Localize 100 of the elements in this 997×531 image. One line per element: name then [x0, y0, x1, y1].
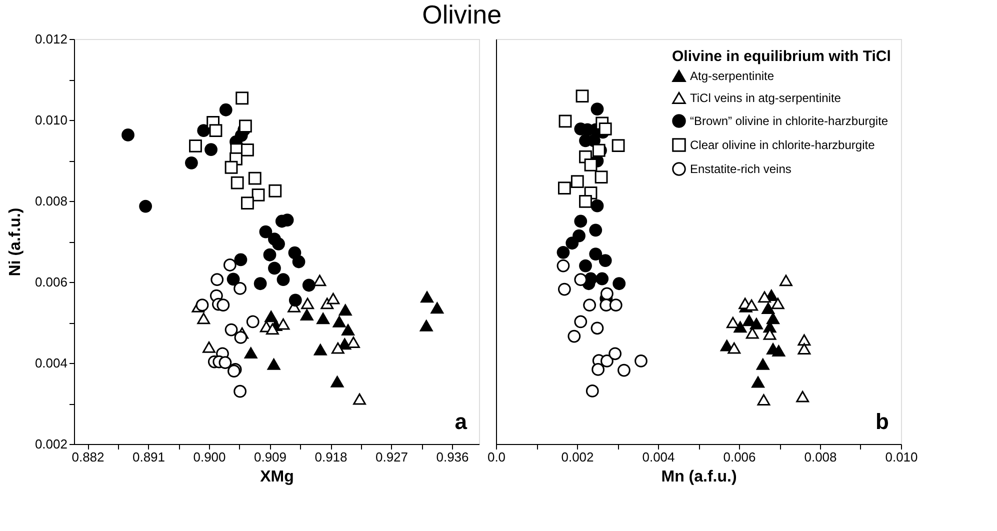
point: [590, 102, 604, 116]
point: [139, 200, 152, 213]
point: [239, 120, 252, 133]
point: [780, 274, 792, 286]
point: [330, 376, 344, 388]
x-tick-label: 0.882: [72, 450, 104, 464]
point: [592, 363, 605, 376]
point: [756, 358, 770, 370]
point: [589, 248, 602, 260]
point: [314, 344, 327, 356]
point: [612, 277, 626, 290]
point: [292, 255, 306, 268]
point: [241, 144, 254, 156]
point: [589, 224, 602, 237]
point: [276, 273, 290, 286]
point: [726, 316, 740, 328]
point: [347, 336, 360, 348]
point: [332, 316, 346, 328]
x-tick-label: 0.008: [804, 450, 837, 464]
point: [313, 274, 326, 286]
legend-label: TiCl veins in atg-serpentinite: [690, 91, 842, 105]
point: [584, 158, 598, 172]
x-tick-label: 0.004: [642, 450, 675, 464]
point: [254, 277, 267, 290]
point: [236, 92, 249, 105]
point: [762, 302, 775, 314]
point: [268, 262, 281, 275]
point: [252, 188, 265, 202]
point: [752, 376, 764, 388]
x-tick-label: 0.002: [561, 450, 594, 464]
point: [197, 124, 210, 137]
point: [196, 298, 209, 312]
point: [420, 291, 434, 303]
legend-label: “Brown” olivine in chlorite-harzburgite: [690, 114, 888, 128]
point: [772, 345, 786, 357]
point: [266, 323, 279, 335]
point: [219, 103, 232, 116]
point: [122, 128, 134, 142]
point: [216, 298, 230, 312]
point: [796, 390, 810, 402]
point: [300, 309, 314, 320]
x-tick-label: 0.927: [375, 450, 408, 464]
point: [230, 176, 244, 190]
point: [757, 394, 770, 406]
point: [579, 259, 592, 272]
point: [596, 272, 609, 286]
point: [316, 312, 330, 324]
chart-title: Olivine: [422, 0, 502, 30]
y-tick-label: 0.008: [34, 194, 68, 208]
point: [771, 298, 784, 310]
x-tick-label: 0.891: [132, 450, 166, 464]
point: [276, 318, 290, 330]
annotation: b: [876, 409, 889, 434]
point: [272, 237, 285, 250]
point: [763, 328, 776, 340]
point: [728, 342, 741, 354]
y-axis-title: Ni (a.f.u.): [6, 208, 24, 276]
point: [598, 254, 612, 267]
point: [241, 196, 254, 210]
point: [326, 292, 340, 304]
point: [331, 342, 344, 354]
point: [576, 90, 589, 103]
point: [185, 156, 198, 170]
y-tick-label: 0.006: [34, 274, 68, 290]
point: [234, 253, 248, 266]
point: [766, 312, 780, 324]
x-tick-label: 0.010: [885, 450, 918, 464]
point: [226, 272, 240, 286]
y-tick-label: 0.004: [34, 356, 68, 370]
x-tick-label: 0.918: [314, 450, 348, 464]
point: [558, 114, 572, 128]
x-tick-label: 0.006: [723, 450, 756, 464]
point: [248, 172, 262, 185]
point: [268, 184, 282, 198]
point: [420, 320, 433, 332]
x-tick-label: 0.900: [193, 450, 226, 464]
point: [218, 356, 232, 370]
point: [750, 318, 763, 330]
point: [301, 298, 314, 310]
point: [267, 358, 280, 370]
point: [353, 393, 366, 405]
point: [342, 324, 354, 336]
point: [566, 236, 579, 250]
x-tick-label: 0.936: [436, 450, 469, 464]
point: [745, 299, 758, 311]
annotation: a: [454, 409, 468, 434]
y-tick-label: 0.002: [34, 436, 68, 452]
point: [263, 248, 276, 262]
x-axis-title: XMg: [260, 468, 294, 486]
point: [574, 214, 588, 228]
legend-label: Atg-serpentinite: [690, 69, 774, 83]
point: [758, 291, 771, 303]
point: [558, 182, 571, 194]
point: [570, 175, 584, 188]
point: [798, 334, 811, 346]
point: [600, 287, 614, 300]
legend-title: Olivine in equilibrium with TiCl: [672, 48, 891, 65]
y-tick-label: 0.012: [34, 32, 68, 46]
point: [189, 139, 202, 152]
legend-label: Clear olivine in chlorite-harzburgite: [690, 138, 876, 152]
